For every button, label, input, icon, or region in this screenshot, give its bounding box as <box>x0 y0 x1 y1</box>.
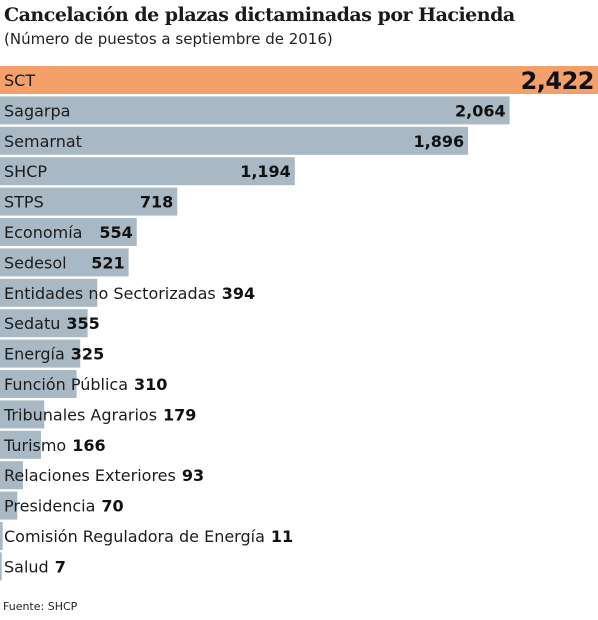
value-label: 1,896 <box>414 132 465 151</box>
chart-subtitle: (Número de puestos a septiembre de 2016) <box>4 30 333 48</box>
bar-economía <box>0 218 137 246</box>
value-label: 325 <box>71 345 104 364</box>
category-label: SCT <box>4 71 35 90</box>
value-label: 355 <box>66 314 99 333</box>
bar-sagarpa <box>0 96 510 125</box>
category-label: Sedatu <box>4 314 60 333</box>
bar-salud <box>0 552 2 581</box>
category-label: Economía <box>4 223 82 242</box>
category-label: Sagarpa <box>4 101 70 120</box>
bar-presidencia <box>0 491 18 520</box>
bar-energía <box>0 339 81 368</box>
bar-entidades-no-sectorizadas <box>0 278 98 307</box>
bar-chart: SCT 2,422 Sagarpa 2,064 Semarnat 1,896 SHCP 1,1… <box>0 66 598 581</box>
bar-sedesol <box>0 248 129 277</box>
value-label: 70 <box>101 497 123 516</box>
value-label: 554 <box>99 223 132 242</box>
bar-stps <box>0 187 178 216</box>
chart-title: Cancelación de plazas dictaminadas por H… <box>4 4 515 26</box>
category-label: Relaciones Exteriores <box>4 466 176 485</box>
bar-turismo <box>0 430 41 459</box>
category-label: Entidades no Sectorizadas <box>4 284 216 303</box>
category-label: Sedesol <box>4 253 67 272</box>
value-label: 93 <box>182 466 204 485</box>
category-label: Función Pública <box>4 375 128 394</box>
bar-relaciones-exteriores <box>0 461 23 490</box>
value-label: 718 <box>140 193 173 212</box>
source-note: Fuente: SHCP <box>3 600 78 613</box>
bar-shcp <box>0 157 295 186</box>
bar-sct <box>0 66 598 94</box>
value-label: 521 <box>91 253 124 272</box>
bar-comisión-reguladora-de-energía <box>0 522 3 550</box>
bar-semarnat <box>0 126 469 155</box>
category-label: Comisión Reguladora de Energía <box>4 527 265 546</box>
category-label: Turismo <box>3 436 66 455</box>
value-label: 310 <box>134 375 167 394</box>
value-label: 11 <box>271 527 293 546</box>
value-label: 2,064 <box>455 101 506 120</box>
value-label: 7 <box>55 557 66 576</box>
value-label: 2,422 <box>521 67 594 95</box>
value-label: 1,194 <box>240 162 291 181</box>
category-label: Tribunales Agrarios <box>3 405 157 424</box>
category-label: Salud <box>4 557 49 576</box>
bar-función-pública <box>0 370 77 398</box>
category-label: SHCP <box>4 162 47 181</box>
category-label: Semarnat <box>4 132 82 151</box>
category-label: STPS <box>4 193 44 212</box>
category-label: Presidencia <box>4 497 95 516</box>
bar-tribunales-agrarios <box>0 400 45 429</box>
bar-sedatu <box>0 309 88 338</box>
value-label: 394 <box>222 284 255 303</box>
value-label: 166 <box>72 436 105 455</box>
value-label: 179 <box>163 405 196 424</box>
category-label: Energía <box>4 345 65 364</box>
